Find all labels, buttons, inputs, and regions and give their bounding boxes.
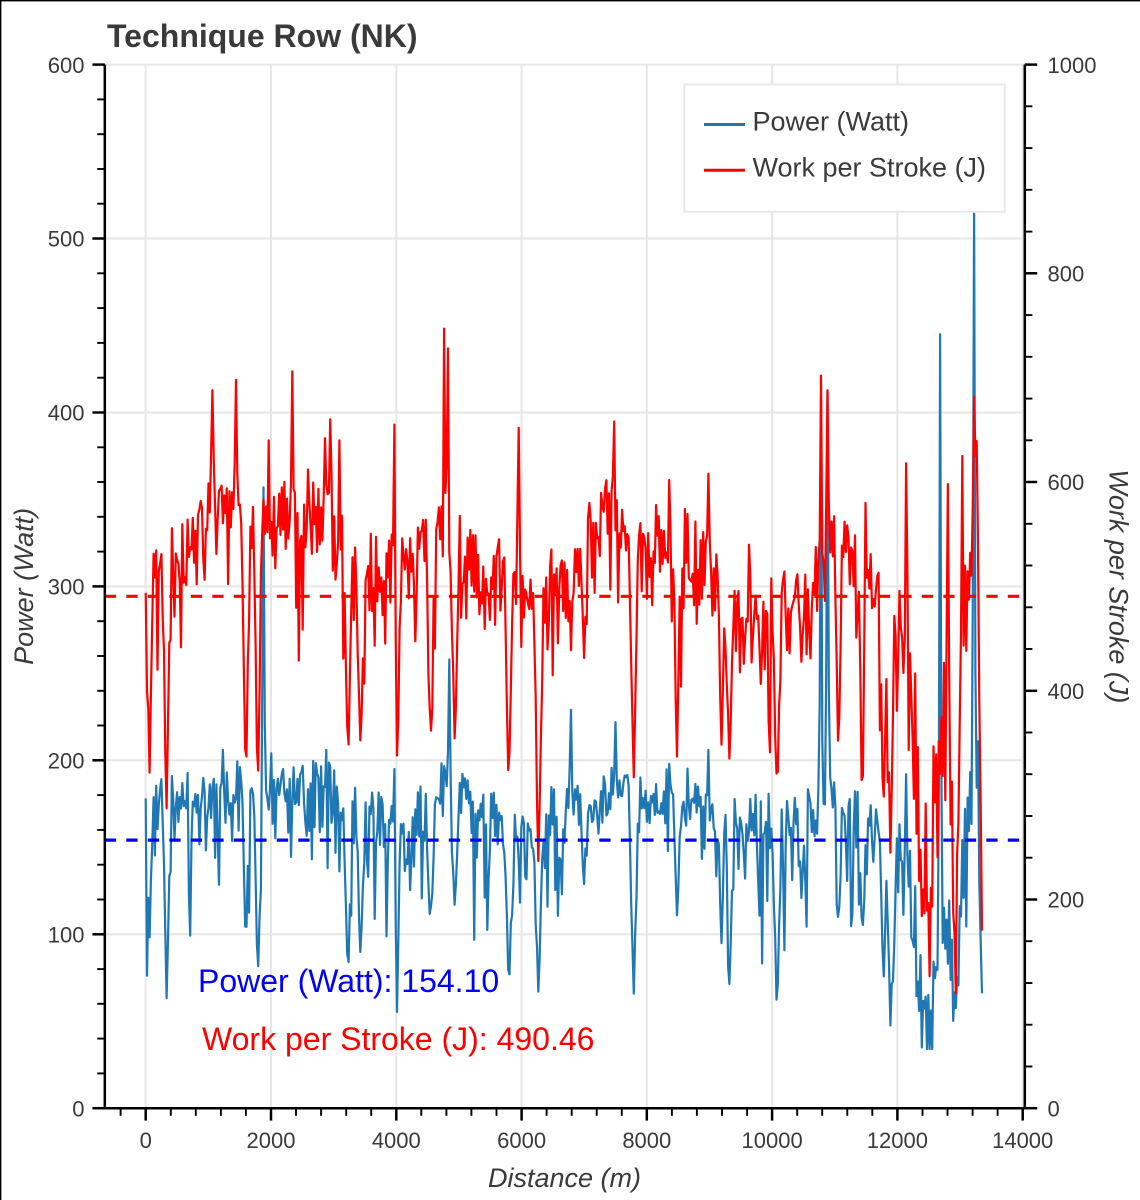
svg-text:12000: 12000 — [867, 1128, 928, 1153]
svg-text:Distance (m): Distance (m) — [488, 1163, 641, 1193]
svg-text:0: 0 — [1048, 1096, 1060, 1121]
svg-text:6000: 6000 — [497, 1128, 546, 1153]
svg-text:600: 600 — [1048, 470, 1085, 495]
svg-text:Technique Row (NK): Technique Row (NK) — [107, 18, 418, 54]
svg-text:10000: 10000 — [742, 1128, 803, 1153]
svg-text:600: 600 — [48, 53, 85, 78]
svg-text:0: 0 — [72, 1096, 84, 1121]
svg-text:Power (Watt): Power (Watt) — [9, 508, 39, 665]
svg-text:1000: 1000 — [1048, 53, 1097, 78]
svg-text:Work per Stroke (J): Work per Stroke (J) — [1104, 469, 1134, 703]
svg-text:400: 400 — [48, 401, 85, 426]
svg-text:2000: 2000 — [247, 1128, 296, 1153]
svg-text:500: 500 — [48, 227, 85, 252]
svg-text:Work per Stroke (J): Work per Stroke (J) — [753, 153, 987, 183]
svg-text:100: 100 — [48, 923, 85, 948]
svg-text:200: 200 — [48, 749, 85, 774]
svg-text:300: 300 — [48, 575, 85, 600]
svg-text:Power (Watt): Power (Watt) — [753, 107, 910, 137]
svg-text:400: 400 — [1048, 679, 1085, 704]
svg-text:4000: 4000 — [372, 1128, 421, 1153]
svg-text:Work per Stroke (J): 490.46: Work per Stroke (J): 490.46 — [202, 1021, 594, 1057]
svg-text:0: 0 — [140, 1128, 152, 1153]
svg-text:200: 200 — [1048, 888, 1085, 913]
svg-text:800: 800 — [1048, 262, 1085, 287]
svg-text:Power (Watt): 154.10: Power (Watt): 154.10 — [198, 963, 499, 999]
svg-text:14000: 14000 — [992, 1128, 1053, 1153]
svg-text:8000: 8000 — [622, 1128, 671, 1153]
